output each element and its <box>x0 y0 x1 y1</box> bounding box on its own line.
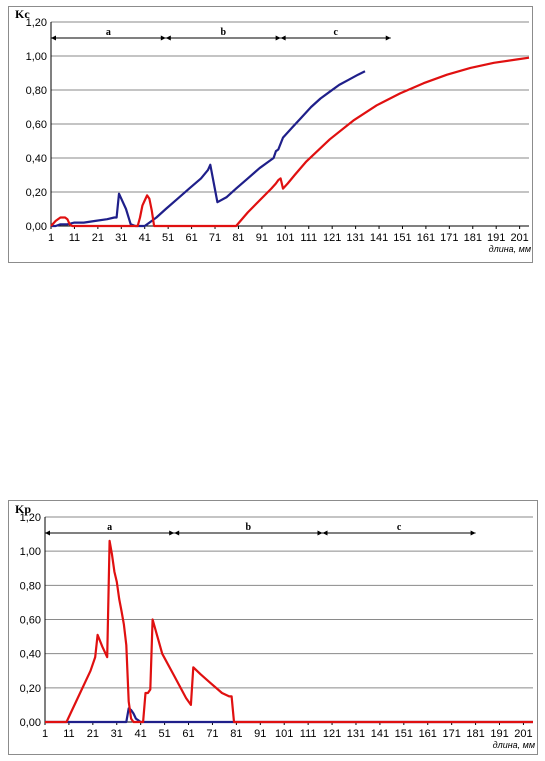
chart-kp-x-tick-label: 1 <box>42 728 48 740</box>
chart-kc-x-tick-label: 1 <box>48 232 54 244</box>
chart-kc-x-tick-label: 191 <box>487 232 505 244</box>
chart-kc-x-tick-label: 201 <box>510 232 528 244</box>
chart-kc-x-tick-label: 111 <box>300 232 317 244</box>
chart-kp-x-tick-label: 151 <box>395 728 413 740</box>
chart-kc-y-tick-label: 1,20 <box>26 17 47 29</box>
chart-kp-x-tick-label: 51 <box>158 728 170 740</box>
chart-kp-segment-a-label: a <box>107 522 112 533</box>
chart-kc-segment-a-arrowhead-right <box>160 35 166 41</box>
chart-kp-x-axis-label: длина, мм <box>493 740 535 750</box>
chart-kc-x-tick-label: 31 <box>115 232 127 244</box>
chart-kp-segment-b-arrowhead-right <box>317 530 323 536</box>
chart-kp-x-tick-label: 201 <box>514 728 532 740</box>
chart-kc-y-tick-label: 0,00 <box>26 221 47 233</box>
chart-kp-segment-a-arrowhead-left <box>45 530 50 536</box>
chart-kp-segment-c-arrowhead-left <box>322 530 328 536</box>
chart-kp-x-tick-label: 101 <box>275 728 293 740</box>
chart-kp-x-tick-label: 61 <box>182 728 194 740</box>
chart-kc-x-tick-label: 71 <box>209 232 221 244</box>
chart-kc-segment-c-label: c <box>333 27 338 38</box>
chart-kc-series-1-line <box>50 56 530 228</box>
chart-kp-x-tick-label: 91 <box>254 728 266 740</box>
chart-kp-series-0-line <box>45 707 533 724</box>
chart-kp-y-tick-label: 0,80 <box>20 580 41 592</box>
chart-kc-y-tick-label: 0,60 <box>26 119 47 131</box>
chart-kp-x-tick-label: 11 <box>63 728 74 740</box>
chart-kc-x-tick-label: 181 <box>464 232 482 244</box>
chart-kc-x-tick-label: 91 <box>256 232 268 244</box>
chart-kp-x-tick-label: 141 <box>371 728 389 740</box>
chart-kc-segment-c-arrowhead-right <box>385 35 391 41</box>
chart-kp-x-tick-label: 71 <box>206 728 218 740</box>
chart-kc-y-tick-label: 0,40 <box>26 153 47 165</box>
chart-kp-y-tick-label: 0,40 <box>20 649 41 661</box>
chart-kp-segment-c-arrowhead-right <box>470 530 476 536</box>
chart-kc-x-tick-label: 161 <box>417 232 435 244</box>
chart-kp-segment-c-label: c <box>397 522 402 533</box>
chart-kp-x-tick-label: 181 <box>466 728 484 740</box>
chart-kc-x-tick-label: 41 <box>139 232 151 244</box>
chart-kc-x-tick-label: 151 <box>393 232 411 244</box>
chart-kc-y-tick-label: 1,00 <box>26 51 47 63</box>
chart-kc-segment-b-arrowhead-left <box>165 35 171 41</box>
chart-kc-x-tick-label: 11 <box>69 232 80 244</box>
chart-kc-segment-a-arrowhead-left <box>51 35 56 41</box>
chart-kc-segment-c-arrowhead-left <box>280 35 286 41</box>
chart-kc-x-tick-label: 131 <box>346 232 364 244</box>
chart-kc-segment-b-label: b <box>220 27 226 38</box>
chart-kc-segment-b-arrowhead-right <box>275 35 281 41</box>
chart-kc-y-tick-label: 0,80 <box>26 85 47 97</box>
chart-kp-segment-a-arrowhead-right <box>169 530 175 536</box>
chart-kp-x-tick-label: 81 <box>230 728 242 740</box>
chart-kp-x-tick-label: 171 <box>442 728 460 740</box>
chart-kp-y-tick-label: 0,60 <box>20 615 41 627</box>
chart-kc-x-tick-label: 121 <box>323 232 341 244</box>
chart-kc-y-axis-label: Kc <box>15 7 30 21</box>
chart-kp: 0,00 0,20 0,40 0,60 0,80 1,00 1,20 Kp 1 11 21 31 41 5… <box>8 500 538 755</box>
chart-kc-x-tick-label: 141 <box>370 232 388 244</box>
chart-kc-x-axis-label: длина, мм <box>489 244 531 254</box>
chart-kp-x-tick-label: 121 <box>323 728 341 740</box>
chart-kp-x-tick-label: 191 <box>490 728 508 740</box>
chart-kc-x-tick-label: 171 <box>440 232 458 244</box>
chart-kp-x-tick-label: 21 <box>87 728 99 740</box>
chart-kp-x-tick-label: 131 <box>347 728 365 740</box>
chart-kc-x-tick-label: 101 <box>276 232 294 244</box>
chart-kp-x-tick-label: 111 <box>300 728 317 740</box>
chart-kp-x-tick-label: 41 <box>135 728 147 740</box>
chart-kp-y-tick-label: 1,00 <box>20 546 41 558</box>
chart-kp-segment-b-arrowhead-left <box>174 530 180 536</box>
chart-kp-x-tick-label: 31 <box>111 728 123 740</box>
chart-kc-x-tick-label: 61 <box>185 232 197 244</box>
chart-kp-series-1-line <box>45 539 533 724</box>
chart-kp-segment-b-label: b <box>246 522 252 533</box>
chart-kc: 0,00 0,20 0,40 0,60 0,80 1,00 1,20 Kc 1 11 21 31 41 5… <box>8 6 533 263</box>
chart-kc-segment-a-label: a <box>106 27 111 38</box>
chart-kc-x-tick-label: 21 <box>92 232 104 244</box>
chart-kp-y-tick-label: 0,20 <box>20 683 41 695</box>
chart-kc-series-0-line <box>51 70 366 228</box>
chart-kp-y-tick-label: 0,00 <box>20 717 41 729</box>
chart-kc-x-tick-label: 81 <box>232 232 244 244</box>
chart-kp-x-tick-label: 161 <box>419 728 437 740</box>
chart-kp-y-tick-label: 1,20 <box>20 512 41 524</box>
chart-kc-x-tick-label: 51 <box>162 232 174 244</box>
chart-kc-y-tick-label: 0,20 <box>26 187 47 199</box>
chart-kp-y-axis-label: Kp <box>15 502 31 516</box>
